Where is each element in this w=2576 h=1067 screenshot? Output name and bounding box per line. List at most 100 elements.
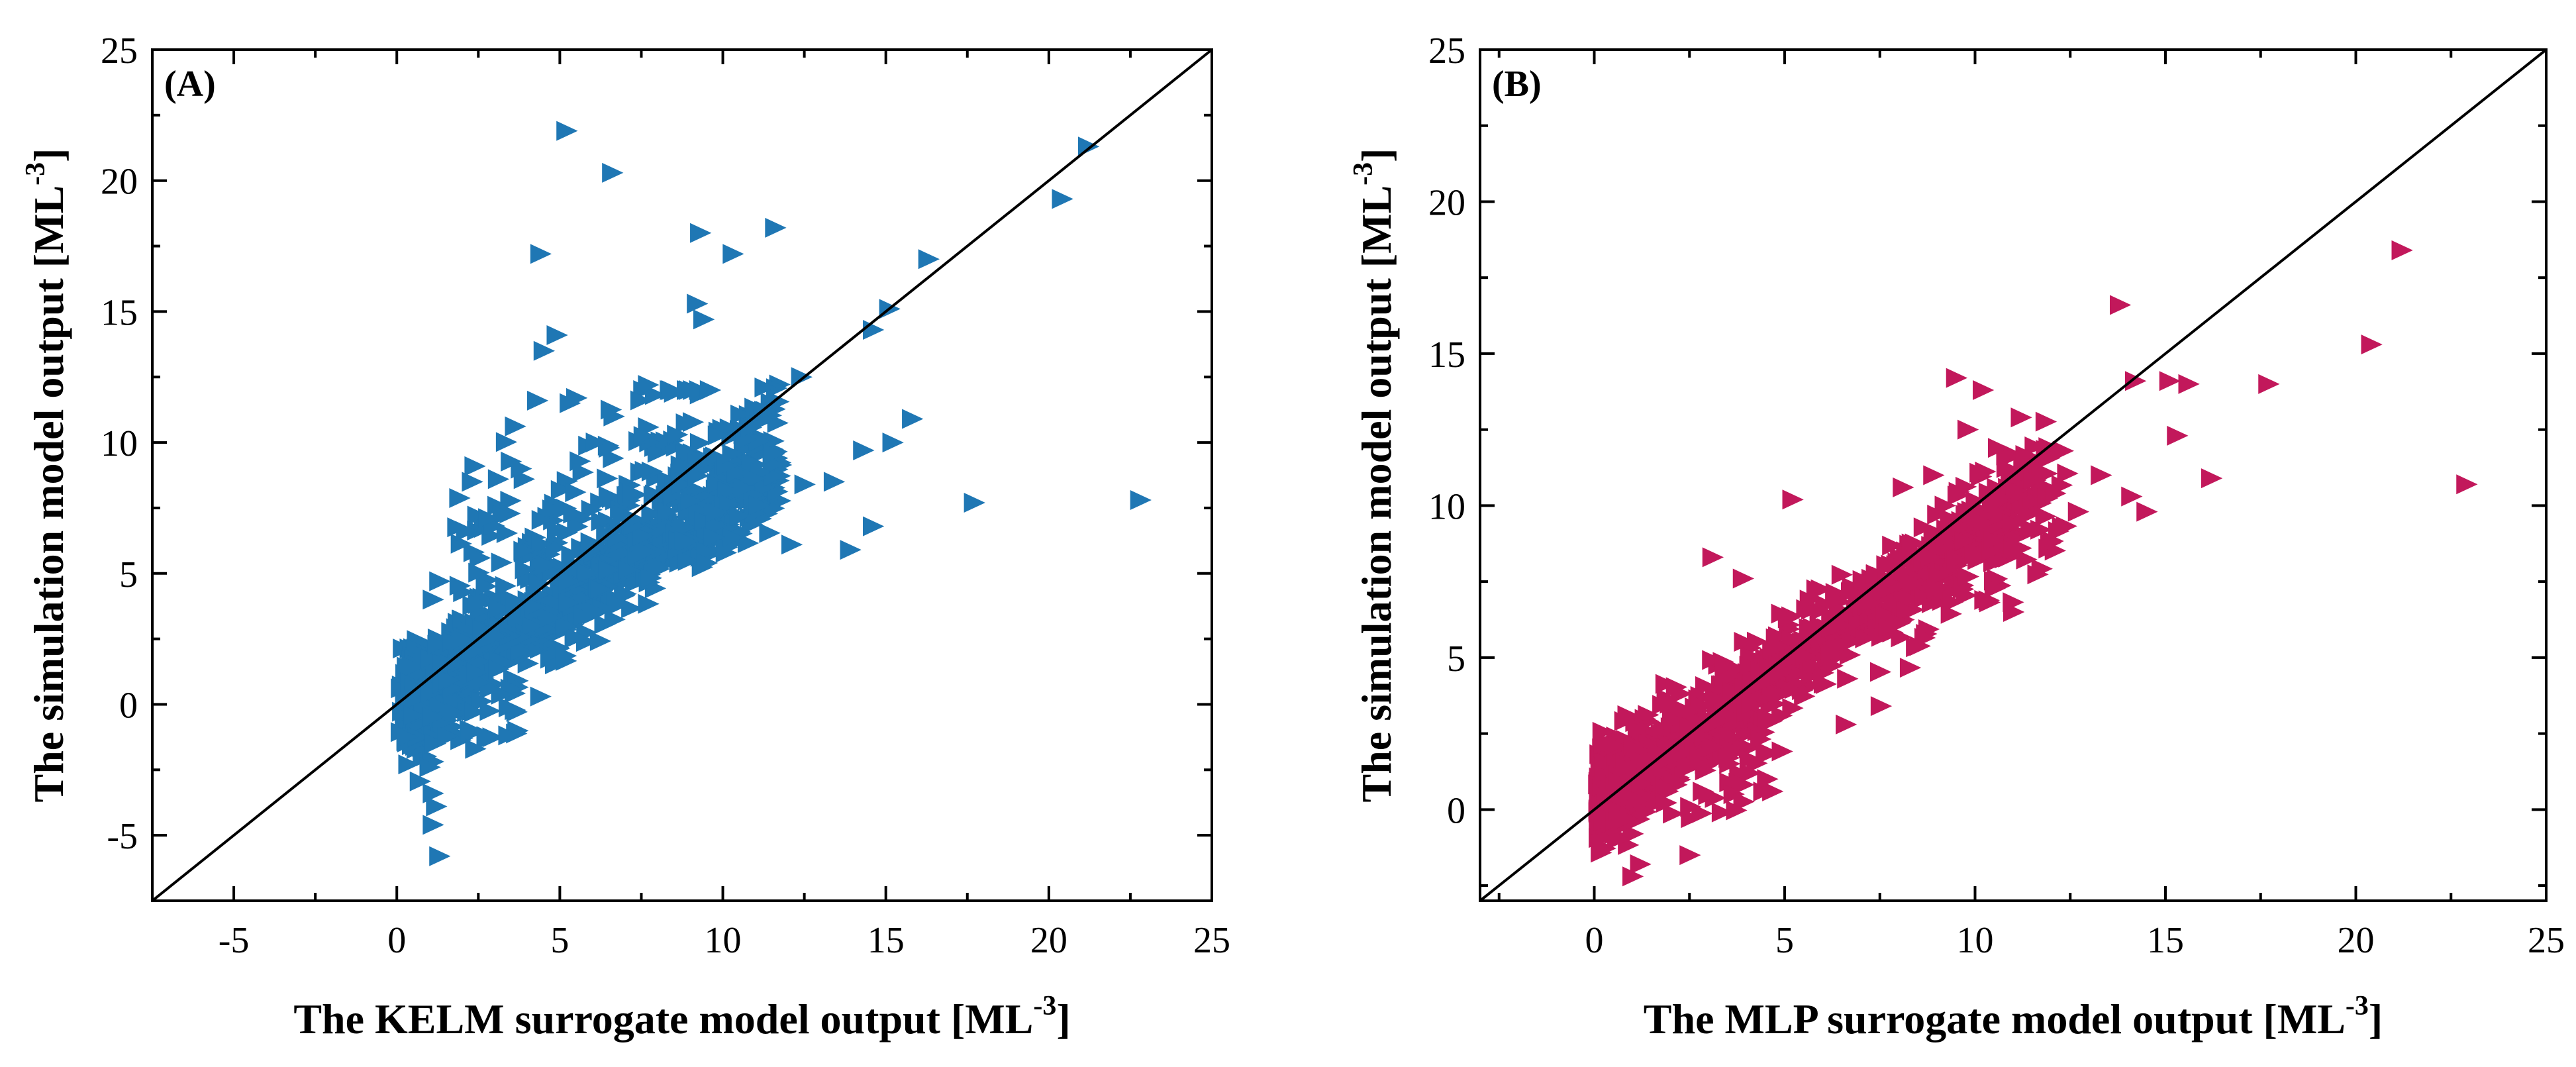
scatter-point xyxy=(1914,587,1936,608)
scatter-point xyxy=(1831,564,1854,585)
scatter-point xyxy=(1889,613,1910,633)
scatter-point xyxy=(1617,705,1639,725)
scatter-point xyxy=(1739,656,1761,676)
scatter-point xyxy=(1799,589,1821,610)
scatter-point xyxy=(1836,714,1858,735)
panel-a-ticks: -5 0 5 10 15 20 25 -5 0 5 10 15 20 25 xyxy=(101,30,1230,961)
scatter-point xyxy=(2024,436,2046,457)
scatter-point xyxy=(2010,538,2032,558)
scatter-point xyxy=(748,431,770,452)
scatter-point xyxy=(1820,644,1842,664)
y-tick-label: 20 xyxy=(1428,182,1465,223)
scatter-point xyxy=(1711,802,1734,823)
scatter-point xyxy=(2040,533,2062,553)
scatter-point xyxy=(491,684,513,705)
x-tick-label: 20 xyxy=(1030,920,1067,961)
scatter-point xyxy=(555,646,577,666)
scatter-point xyxy=(529,573,551,593)
panel-b: 0 5 10 15 20 25 0 5 10 15 20 25 (B) The MLP surroga… xyxy=(1348,30,2565,1042)
scatter-point xyxy=(498,697,520,718)
scatter-point xyxy=(427,635,449,655)
scatter-point xyxy=(488,659,510,680)
x-tick-label: 10 xyxy=(1957,920,1994,961)
scatter-point xyxy=(2201,468,2223,489)
scatter-point xyxy=(489,598,511,619)
scatter-point xyxy=(589,631,612,651)
scatter-point xyxy=(647,442,669,463)
scatter-point xyxy=(1973,380,1995,400)
scatter-point xyxy=(729,505,751,526)
scatter-point xyxy=(511,458,532,479)
scatter-point xyxy=(446,703,468,723)
scatter-point xyxy=(1777,608,1800,629)
x-tick-label: 0 xyxy=(387,920,406,961)
scatter-point xyxy=(1746,631,1769,652)
scatter-point xyxy=(754,377,776,397)
scatter-point xyxy=(1926,579,1948,599)
scatter-point xyxy=(1679,716,1701,737)
scatter-point xyxy=(440,654,462,674)
scatter-point xyxy=(1993,489,2015,509)
scatter-point xyxy=(1965,491,1987,511)
scatter-point xyxy=(680,491,702,511)
scatter-point xyxy=(1733,774,1755,795)
scatter-point xyxy=(513,540,535,561)
scatter-point xyxy=(524,596,546,617)
scatter-point xyxy=(2015,445,2037,466)
x-tick-label: 10 xyxy=(705,920,742,961)
scatter-point xyxy=(737,533,760,554)
scatter-point xyxy=(1795,646,1817,666)
scatter-point xyxy=(465,738,487,759)
scatter-point xyxy=(540,607,562,628)
scatter-point xyxy=(1663,710,1685,731)
scatter-point xyxy=(1812,662,1835,683)
scatter-point xyxy=(703,527,726,547)
scatter-point xyxy=(677,531,699,552)
scatter-point xyxy=(1759,743,1781,764)
scatter-point xyxy=(882,432,904,453)
scatter-point xyxy=(1984,578,2006,599)
scatter-point xyxy=(1768,654,1790,675)
scatter-point xyxy=(426,796,448,817)
scatter-point xyxy=(487,469,510,489)
scatter-point xyxy=(1988,550,2010,571)
scatter-point xyxy=(1988,438,2010,458)
scatter-point xyxy=(1616,809,1638,829)
scatter-point xyxy=(1720,727,1743,747)
scatter-point xyxy=(759,523,781,543)
scatter-point xyxy=(526,390,549,411)
scatter-point xyxy=(542,499,564,520)
scatter-point xyxy=(2167,425,2189,446)
scatter-point xyxy=(663,485,685,506)
scatter-point xyxy=(581,499,603,520)
scatter-point xyxy=(498,725,520,746)
scatter-point xyxy=(598,560,620,580)
scatter-point xyxy=(722,527,744,548)
scatter-point xyxy=(499,625,522,646)
panel-a-scatter-points xyxy=(390,121,1152,866)
scatter-point xyxy=(1630,854,1652,874)
scatter-point xyxy=(766,378,788,399)
scatter-point xyxy=(403,705,425,726)
scatter-point xyxy=(2110,295,2132,315)
scatter-point xyxy=(2003,602,2025,623)
panel-a-x-axis-title: The KELM surrogate model output [ML-3] xyxy=(293,991,1070,1042)
scatter-point xyxy=(531,534,553,554)
scatter-point xyxy=(632,526,654,546)
scatter-point xyxy=(636,542,658,562)
scatter-point xyxy=(1782,489,1804,510)
scatter-point xyxy=(407,727,430,747)
scatter-point xyxy=(609,594,630,615)
scatter-point xyxy=(452,629,474,650)
scatter-point xyxy=(2052,440,2074,461)
scatter-point xyxy=(1929,566,1951,586)
panel-b-scatter-points xyxy=(1588,240,2478,887)
scatter-point xyxy=(1656,793,1677,813)
scatter-point xyxy=(1714,656,1736,677)
scatter-point xyxy=(1899,589,1920,609)
scatter-point xyxy=(1946,368,1967,388)
scatter-point xyxy=(567,517,589,537)
scatter-point xyxy=(470,548,491,568)
scatter-point xyxy=(565,482,587,503)
panel-b-identity-line xyxy=(1479,48,2548,902)
